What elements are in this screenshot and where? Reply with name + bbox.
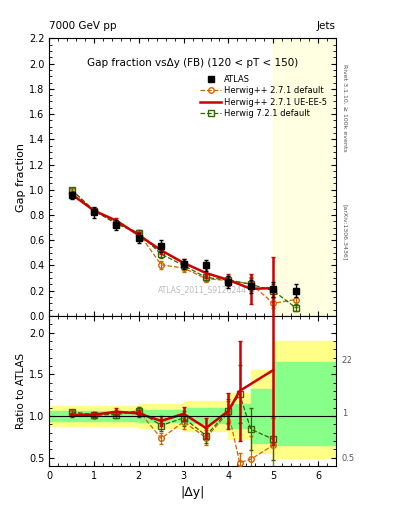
Text: Jets: Jets [317, 22, 336, 31]
Text: [arXiv:1306.3436]: [arXiv:1306.3436] [342, 204, 347, 261]
Text: 0.5: 0.5 [342, 454, 355, 463]
Text: 7000 GeV pp: 7000 GeV pp [49, 22, 117, 31]
Text: Gap fraction vsΔy (FB) (120 < pT < 150): Gap fraction vsΔy (FB) (120 < pT < 150) [87, 58, 298, 68]
Text: Rivet 3.1.10, ≥ 100k events: Rivet 3.1.10, ≥ 100k events [342, 64, 347, 152]
Text: 2: 2 [342, 356, 347, 366]
Text: 2: 2 [346, 356, 351, 366]
Text: ATLAS_2011_S9126244: ATLAS_2011_S9126244 [158, 285, 247, 294]
Y-axis label: Gap fraction: Gap fraction [16, 143, 26, 211]
Text: 1: 1 [342, 409, 347, 418]
X-axis label: |Δy|: |Δy| [180, 486, 205, 499]
Legend: ATLAS, Herwig++ 2.7.1 default, Herwig++ 2.7.1 UE-EE-5, Herwig 7.2.1 default: ATLAS, Herwig++ 2.7.1 default, Herwig++ … [198, 73, 329, 120]
Y-axis label: Ratio to ATLAS: Ratio to ATLAS [16, 353, 26, 429]
